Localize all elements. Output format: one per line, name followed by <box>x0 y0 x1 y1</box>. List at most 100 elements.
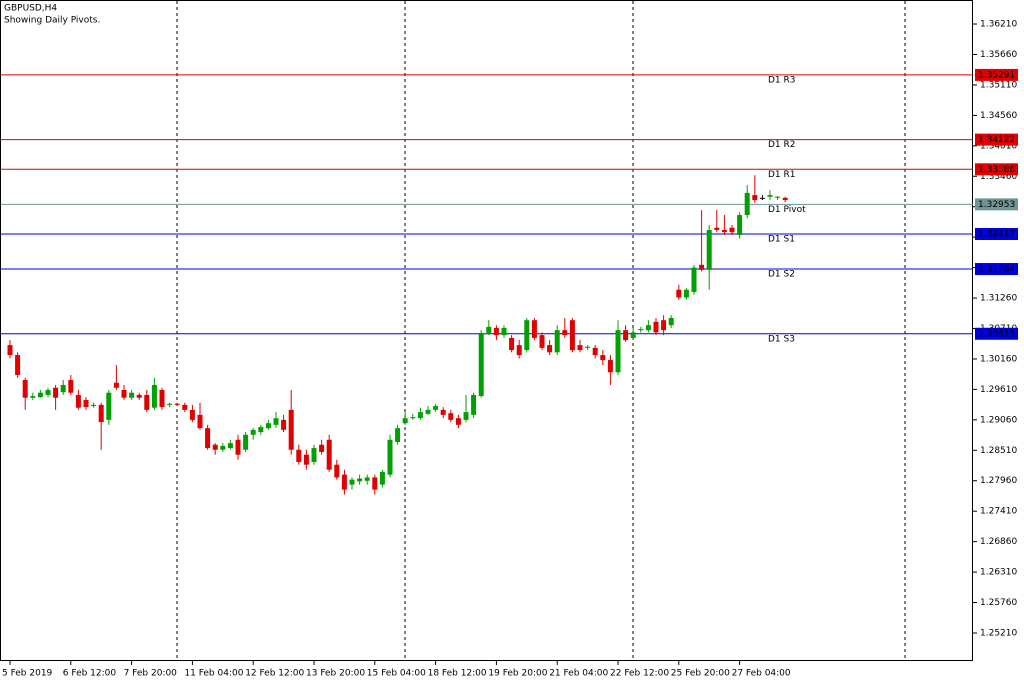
pivot-price-box <box>975 68 1018 81</box>
candle-body <box>402 418 408 424</box>
x-tick-label: 7 Feb 20:00 <box>124 669 178 679</box>
pivot-price-box <box>975 327 1018 340</box>
candle-body <box>592 347 598 356</box>
candle-body <box>136 394 142 398</box>
candle-body <box>767 195 773 197</box>
y-tick-label: 1.35660 <box>980 50 1017 60</box>
candle-body <box>531 320 537 338</box>
candle-body <box>113 382 119 388</box>
candle-body <box>387 439 393 475</box>
pivot-name: D1 R3 <box>768 75 796 85</box>
candle-body <box>15 355 21 376</box>
y-tick-label: 1.27410 <box>980 507 1017 517</box>
candle-body <box>22 379 28 398</box>
candle-body <box>623 330 629 341</box>
candle-body <box>493 327 499 336</box>
candle-body <box>645 325 651 331</box>
chart-title: GBPUSD,H4 <box>4 4 57 14</box>
y-tick-label: 1.25760 <box>980 598 1017 608</box>
chart-subtitle: Showing Daily Pivots. <box>4 16 100 26</box>
candle-body <box>478 332 484 397</box>
candle-body <box>683 289 689 298</box>
candle-body <box>395 428 401 442</box>
candle-body <box>349 479 355 485</box>
x-tick-label: 27 Feb 04:00 <box>732 669 791 679</box>
y-tick-label: 1.26310 <box>980 568 1017 578</box>
candle-body <box>577 345 583 351</box>
y-tick-label: 1.31260 <box>980 294 1017 304</box>
candle-body <box>30 396 36 398</box>
candle-body <box>630 332 636 338</box>
candle-body <box>775 196 781 198</box>
y-tick-label: 1.25210 <box>980 628 1017 638</box>
candle-body <box>106 392 112 420</box>
candle-body <box>341 474 347 490</box>
candle-body <box>721 229 727 233</box>
candle-body <box>174 403 180 405</box>
y-tick-label: 1.36210 <box>980 20 1017 30</box>
candle-body <box>258 427 264 433</box>
candle-body <box>714 227 720 230</box>
pivot-price-label: 1.32953 <box>978 200 1015 210</box>
candle-body <box>554 330 560 353</box>
candle-body <box>729 227 735 233</box>
candle-body <box>53 387 59 398</box>
candle-body <box>706 229 712 270</box>
y-tick-label: 1.30160 <box>980 354 1017 364</box>
candle-body <box>661 320 667 331</box>
candle-body <box>326 439 332 470</box>
y-tick-label: 1.35110 <box>980 80 1017 90</box>
y-tick-label: 1.34010 <box>980 141 1017 151</box>
x-tick-label: 6 Feb 12:00 <box>63 669 117 679</box>
pivot-price-box <box>975 163 1018 176</box>
candle-body <box>600 355 606 361</box>
y-tick-label: 1.29610 <box>980 385 1017 395</box>
candle-body <box>615 330 621 373</box>
pivot-name: D1 Pivot <box>768 205 806 215</box>
candle-body <box>471 394 477 415</box>
candle-body <box>212 444 218 450</box>
candle-body <box>638 329 644 331</box>
candle-body <box>7 345 13 356</box>
pivot-name: D1 R2 <box>768 140 796 150</box>
candle-body <box>220 445 226 450</box>
y-tick-label: 1.26860 <box>980 537 1017 547</box>
candle-body <box>585 346 591 348</box>
candle-body <box>45 389 51 395</box>
pivot-price-label: 1.32417 <box>978 230 1015 240</box>
candle-body <box>417 412 423 419</box>
candle-body <box>364 477 370 481</box>
candle-body <box>296 449 302 462</box>
candle-body <box>83 399 89 408</box>
x-tick-label: 12 Feb 12:00 <box>245 669 304 679</box>
candle-body <box>37 392 43 398</box>
pivot-price-label: 1.35291 <box>978 70 1015 80</box>
candle-body <box>197 414 203 429</box>
candle-body <box>691 267 697 292</box>
candle-body <box>752 195 758 201</box>
pivot-price-label: 1.34122 <box>978 135 1015 145</box>
candle-body <box>486 326 492 333</box>
candle-body <box>455 418 461 425</box>
candle-body <box>227 443 233 449</box>
candle-body <box>676 289 682 298</box>
candle-body <box>607 360 613 373</box>
candle-body <box>433 406 439 410</box>
candle-body <box>60 384 66 393</box>
x-tick-label: 21 Feb 04:00 <box>549 669 608 679</box>
candle-body <box>699 264 705 270</box>
pivot-price-box <box>975 133 1018 146</box>
y-tick-label: 1.33460 <box>980 172 1017 182</box>
pivot-name: D1 S2 <box>768 270 795 280</box>
candle-body <box>121 389 127 398</box>
x-tick-label: 25 Feb 20:00 <box>671 669 730 679</box>
candle-body <box>653 321 659 333</box>
candle-body <box>501 327 507 336</box>
candle-body <box>569 320 575 351</box>
candle-body <box>303 454 309 465</box>
candle-body <box>372 477 378 490</box>
candle-body <box>182 404 188 410</box>
candle-body <box>539 335 545 348</box>
pivot-price-box <box>975 198 1018 211</box>
candle-body <box>759 197 765 199</box>
